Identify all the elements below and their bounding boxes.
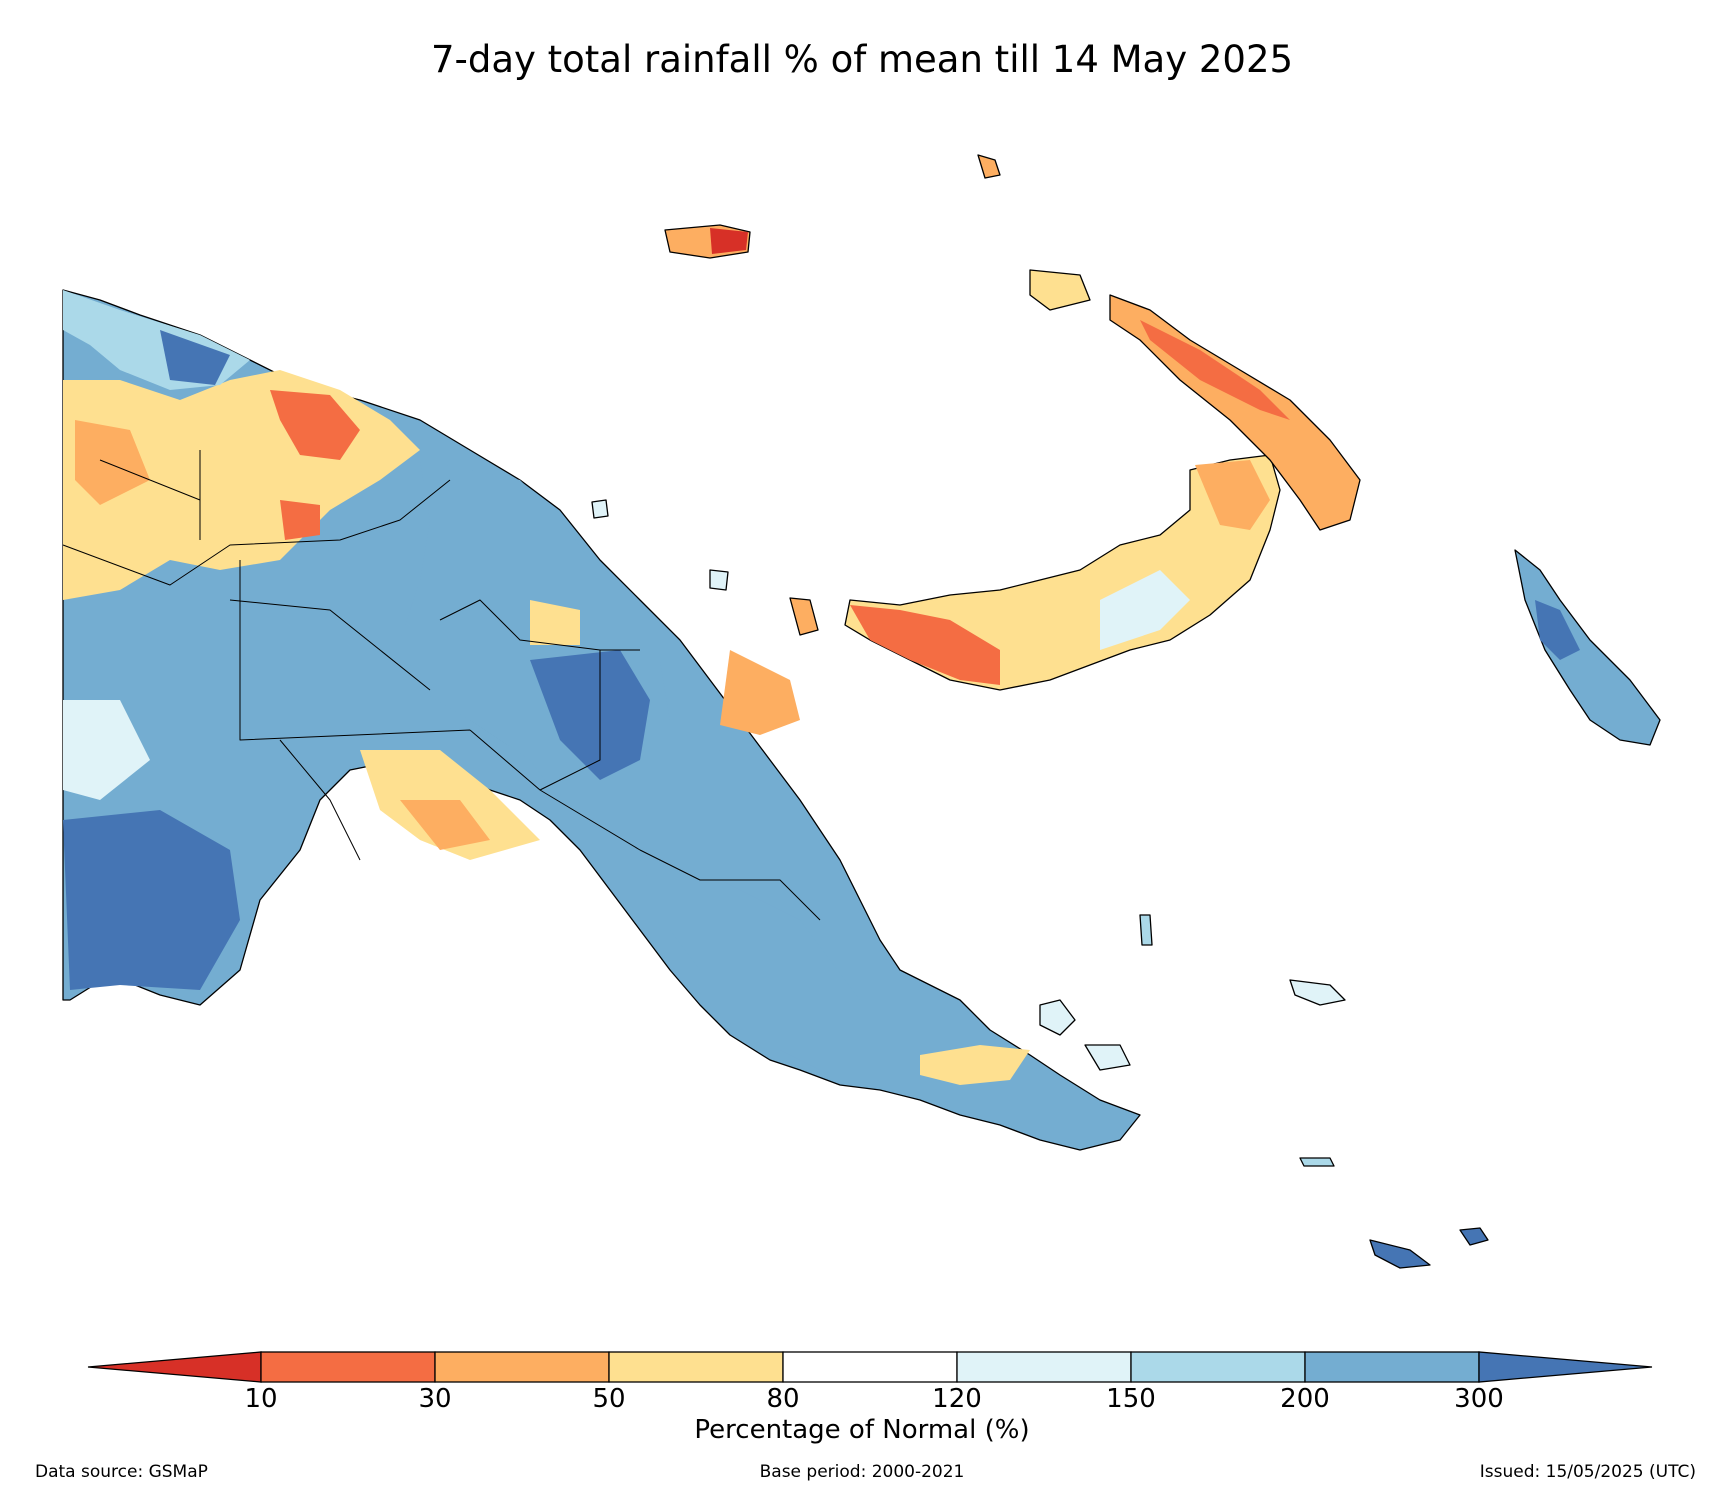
colorbar-tick-150: 150: [1106, 1384, 1156, 1414]
mainland-dry-centre: [530, 600, 580, 645]
colorbar-arrow-high: [1478, 1351, 1653, 1383]
new-britain-wet-east: [1100, 570, 1190, 650]
colorbar-arrow-low: [87, 1351, 262, 1383]
mainland-dry-south-core: [400, 800, 490, 850]
louisiade-rossel: [1459, 1227, 1489, 1246]
colorbar-tick-200: 200: [1280, 1384, 1330, 1414]
bougainville-core: [1535, 600, 1580, 660]
colorbar-tick-30: 30: [418, 1384, 452, 1414]
colorbar-tick-10: 10: [244, 1384, 278, 1414]
manus-dry: [710, 228, 748, 254]
colorbar-label: Percentage of Normal (%): [694, 1415, 1030, 1445]
colorbar-segment-50-80: [608, 1351, 784, 1383]
karkar-island: [591, 499, 609, 519]
colorbar-tick-80: 80: [766, 1384, 800, 1414]
mainland-dry-core-2: [280, 500, 320, 540]
louisiade-tagula: [1369, 1239, 1431, 1269]
data-source: Data source: GSMaP: [35, 1462, 208, 1482]
map-title: 7-day total rainfall % of mean till 14 M…: [430, 38, 1294, 81]
mainland-wet-north-core: [160, 330, 230, 385]
new-britain-dry-west: [850, 605, 1000, 685]
new-britain-dry-gazelle: [1195, 460, 1270, 530]
long-island: [709, 569, 729, 591]
mainland-wet-papuan-tail: [640, 860, 890, 1070]
colorbar-segment-10-30: [260, 1351, 436, 1383]
colorbar-tick-120: 120: [932, 1384, 982, 1414]
dentrecasteaux-1: [1039, 999, 1076, 1036]
mussau-island: [977, 154, 1001, 179]
mainland-wet-south-west: [63, 810, 240, 990]
dentrecasteaux-2: [1084, 1044, 1131, 1071]
mainland-dry-core-3: [75, 420, 150, 505]
bougainville: [1514, 549, 1661, 746]
colorbar-segment-150-200: [1130, 1351, 1306, 1383]
mainland-white-south-west: [63, 700, 150, 800]
province-boundaries: [62, 450, 821, 921]
issued-date: Issued: 15/05/2025 (UTC): [1479, 1462, 1696, 1482]
mainland-dry-core-1: [270, 390, 360, 460]
umboi-island: [789, 597, 819, 636]
new-hanover: [1029, 269, 1091, 311]
misima-island: [1299, 1157, 1335, 1167]
colorbar-segment-80-120: [782, 1351, 958, 1383]
colorbar-segment-120-150: [956, 1351, 1132, 1383]
woodlark-island: [1289, 979, 1346, 1006]
rainfall-map: [62, 154, 1661, 1269]
colorbar-tick-50: 50: [592, 1384, 626, 1414]
base-period: Base period: 2000-2021: [759, 1462, 965, 1482]
colorbar-tick-300: 300: [1454, 1384, 1504, 1414]
new-ireland-dry: [1140, 320, 1290, 420]
mainland-dry-east: [720, 650, 800, 735]
mainland-dry-milne: [920, 1045, 1030, 1085]
trobriand-island: [1139, 914, 1153, 946]
colorbar-segment-200-300: [1304, 1351, 1480, 1383]
mainland-wet-centre-core: [530, 650, 650, 780]
colorbar-segment-30-50: [434, 1351, 610, 1383]
